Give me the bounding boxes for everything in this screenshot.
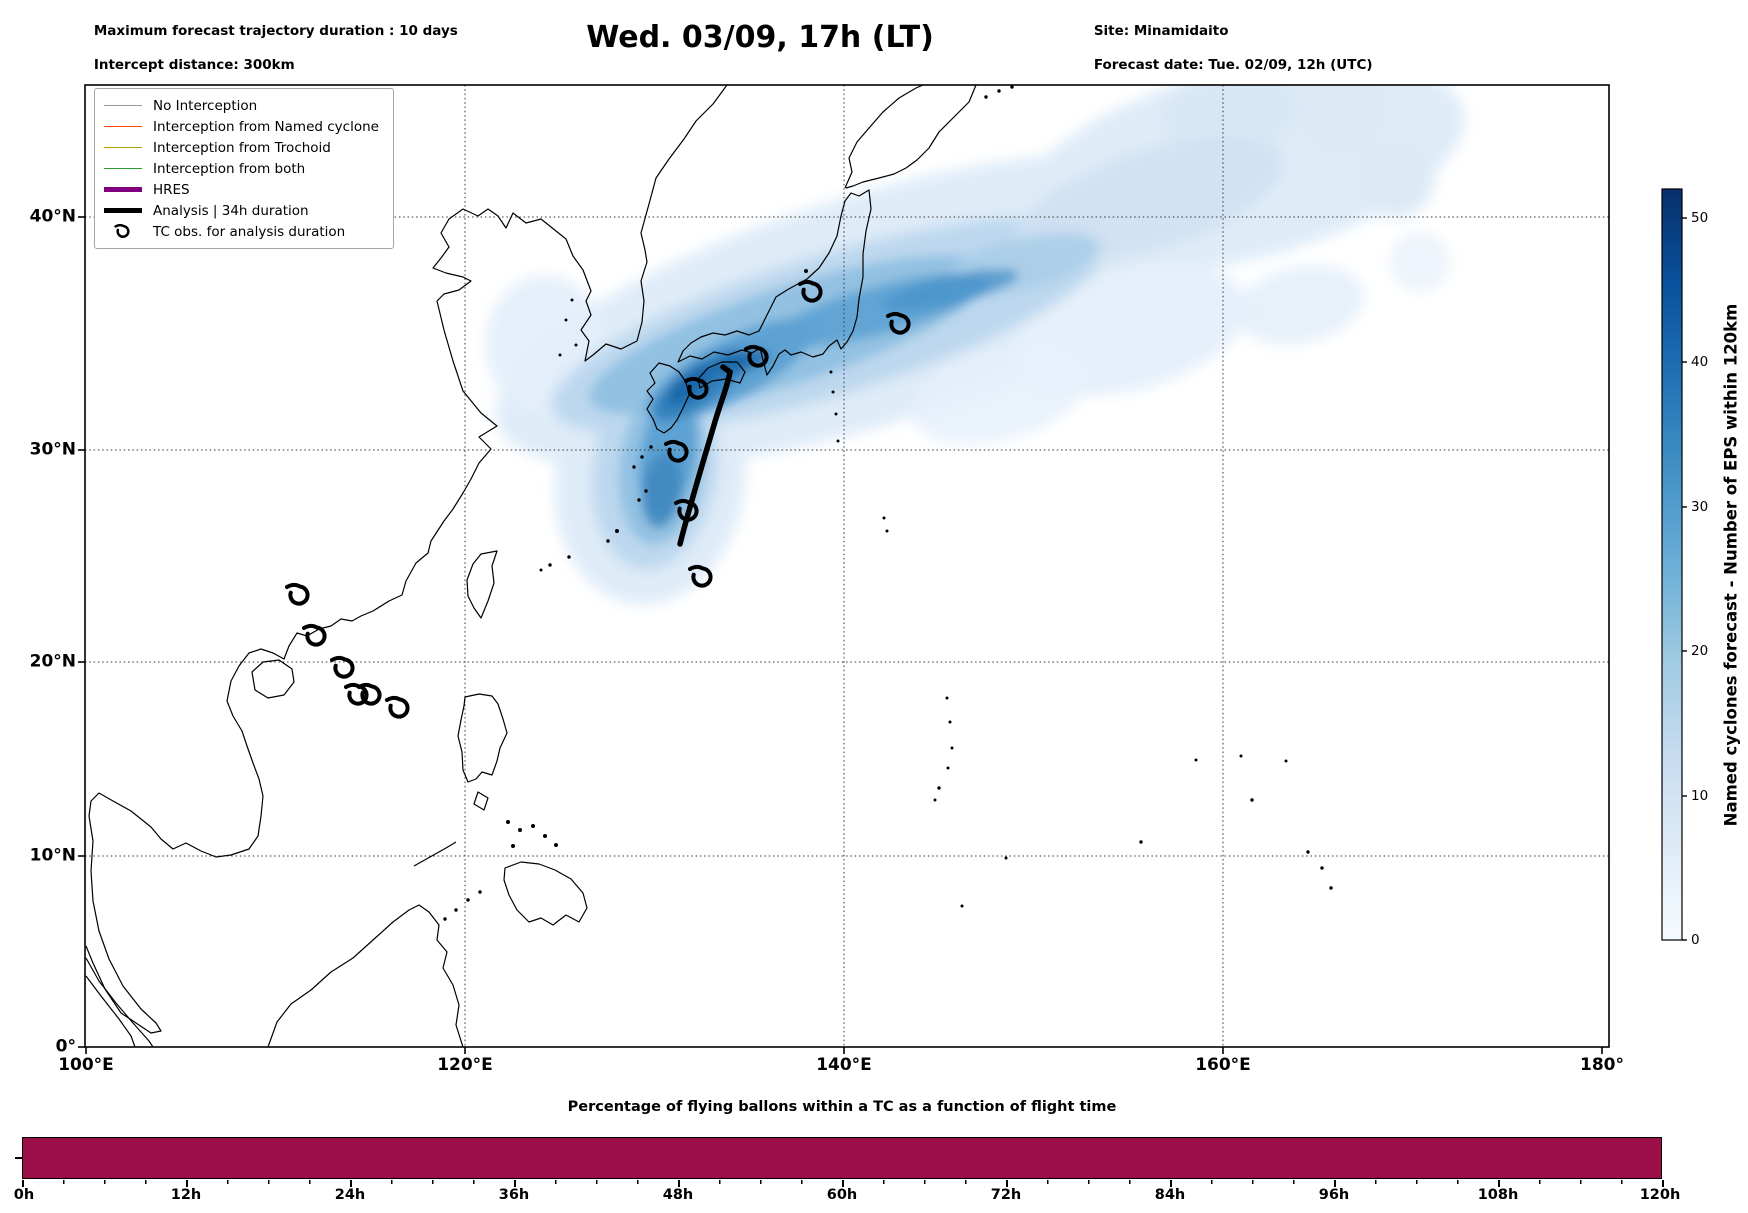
lat-tick-20n: 20°N	[29, 651, 76, 672]
max-duration-text: Maximum forecast trajectory duration : 1…	[93, 23, 458, 39]
analysis-line-icon	[101, 208, 145, 213]
time-tick-36h: 36h	[498, 1187, 530, 1203]
asia-mainland-coast	[85, 85, 728, 1034]
small-islands	[443, 85, 1333, 921]
time-tick-60h: 60h	[826, 1187, 858, 1203]
legend-row-trochoid: Interception from Trochoid	[101, 137, 385, 158]
legend-row-tc-obs: TC obs. for analysis duration	[101, 221, 385, 242]
page-title: Wed. 03/09, 17h (LT)	[586, 20, 934, 55]
sumatra-coast	[85, 957, 154, 1047]
time-tick-96h: 96h	[1318, 1187, 1350, 1203]
borneo-coast	[267, 904, 464, 1047]
flight-chart-major-tick	[678, 1180, 680, 1187]
colorbar-tick-0: 0	[1691, 932, 1700, 948]
lon-tick-120e: 120°E	[437, 1055, 493, 1075]
flight-chart-major-tick	[1498, 1180, 1500, 1187]
site-text: Site: Minamidaito	[1093, 23, 1229, 39]
flight-chart-major-tick	[22, 1180, 24, 1187]
mindanao-coast	[503, 861, 588, 926]
lon-tick-160e: 160°E	[1195, 1055, 1251, 1075]
colorbar-tick-40: 40	[1691, 354, 1709, 370]
colorbar	[1661, 188, 1683, 941]
kyushu-coast	[646, 362, 690, 434]
time-tick-0h: 0h	[13, 1187, 35, 1203]
lon-tick-100e: 100°E	[58, 1055, 114, 1075]
colorbar-ticks	[1682, 217, 1687, 941]
time-tick-48h: 48h	[662, 1187, 694, 1203]
named-cyclone-line-icon	[101, 126, 145, 127]
eps-density-plume	[485, 85, 1465, 605]
flight-chart-major-tick	[1662, 1180, 1664, 1187]
trochoid-line-icon	[101, 147, 145, 148]
colorbar-tick-20: 20	[1691, 643, 1709, 659]
no-interception-line-icon	[101, 105, 145, 106]
intercept-distance-text: Intercept distance: 300km	[93, 57, 295, 73]
flight-chart-bar	[22, 1137, 1662, 1179]
taiwan-coast	[466, 550, 498, 619]
both-line-icon	[101, 168, 145, 169]
flight-chart-major-tick	[186, 1180, 188, 1187]
flight-chart-major-tick	[1170, 1180, 1172, 1187]
colorbar-tick-30: 30	[1691, 499, 1709, 515]
colorbar-label: Named cyclones forecast - Number of EPS …	[1721, 303, 1741, 827]
flight-chart-major-tick	[1334, 1180, 1336, 1187]
lon-tick-180: 180°	[1580, 1055, 1624, 1075]
lon-tick-140e: 140°E	[816, 1055, 872, 1075]
graticule	[85, 85, 1609, 1047]
hres-line-icon	[101, 187, 145, 192]
luzon-coast	[457, 693, 508, 811]
analysis-track-line	[677, 364, 733, 547]
flight-chart-title: Percentage of flying ballons within a TC…	[567, 1099, 1117, 1115]
flight-chart-ytick	[15, 1157, 22, 1159]
forecast-date-text: Forecast date: Tue. 02/09, 12h (UTC)	[1093, 57, 1373, 73]
coastlines	[85, 85, 1333, 1047]
lat-tick-40n: 40°N	[29, 206, 76, 227]
hainan-coast	[251, 659, 295, 699]
map-frame	[84, 84, 1610, 1048]
legend-row-hres: HRES	[101, 179, 385, 200]
colorbar-tick-10: 10	[1691, 788, 1709, 804]
time-tick-72h: 72h	[990, 1187, 1022, 1203]
palawan-coast	[413, 841, 457, 867]
axis-ticks	[78, 216, 1603, 1054]
flight-chart-major-tick	[842, 1180, 844, 1187]
hokkaido-coast	[844, 85, 977, 189]
flight-chart-major-tick	[514, 1180, 516, 1187]
time-tick-84h: 84h	[1154, 1187, 1186, 1203]
flight-chart-major-tick	[350, 1180, 352, 1187]
time-tick-120h: 120h	[1639, 1187, 1681, 1203]
legend-row-no-interception: No Interception	[101, 95, 385, 116]
lat-tick-0: 0°	[55, 1036, 76, 1057]
tc-cyclone-icon	[101, 221, 145, 243]
legend-row-named-cyclone: Interception from Named cyclone	[101, 116, 385, 137]
shikoku-coast	[697, 361, 746, 389]
colorbar-tick-50: 50	[1691, 210, 1709, 226]
legend-row-both: Interception from both	[101, 158, 385, 179]
flight-chart-major-tick	[1006, 1180, 1008, 1187]
time-tick-12h: 12h	[170, 1187, 202, 1203]
lat-tick-30n: 30°N	[29, 439, 76, 460]
time-tick-24h: 24h	[334, 1187, 366, 1203]
map-legend: No Interception Interception from Named …	[94, 88, 394, 249]
legend-row-analysis: Analysis | 34h duration	[101, 200, 385, 221]
time-tick-108h: 108h	[1477, 1187, 1519, 1203]
lat-tick-10n: 10°N	[29, 845, 76, 866]
